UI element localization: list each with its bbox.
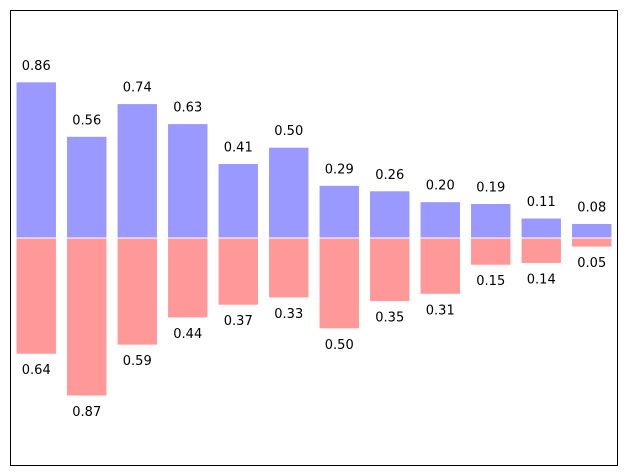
upper-value-label-0: 0.86 (22, 59, 51, 74)
upper-value-label-2: 0.74 (123, 81, 152, 96)
lower-value-label-4: 0.37 (224, 314, 253, 329)
upper-value-label-6: 0.29 (325, 162, 354, 177)
lower-bar-6 (318, 237, 360, 330)
lower-bar-11 (571, 237, 613, 248)
lower-bar-3 (167, 237, 209, 319)
upper-bar-6 (318, 184, 360, 239)
lower-bar-7 (369, 237, 411, 303)
lower-bar-2 (116, 237, 158, 346)
lower-value-label-1: 0.87 (72, 405, 101, 420)
upper-series-bars (15, 81, 613, 239)
upper-value-label-3: 0.63 (173, 101, 202, 116)
upper-bar-4 (217, 163, 259, 239)
lower-bar-9 (470, 237, 512, 266)
upper-value-label-11: 0.08 (577, 200, 606, 215)
upper-bar-5 (268, 146, 310, 239)
lower-bar-4 (217, 237, 259, 306)
lower-value-label-7: 0.35 (375, 311, 404, 326)
upper-value-label-4: 0.41 (224, 141, 253, 156)
upper-value-label-9: 0.19 (476, 180, 505, 195)
lower-bar-10 (520, 237, 562, 264)
lower-bar-8 (419, 237, 461, 295)
upper-series-labels: 0.86 0.56 0.74 0.63 0.41 0.50 0.29 0.26 0.20 0.19… (22, 59, 606, 216)
lower-value-label-8: 0.31 (426, 303, 455, 318)
lower-value-label-0: 0.64 (22, 363, 51, 378)
lower-value-label-3: 0.44 (173, 327, 202, 342)
lower-value-label-9: 0.15 (476, 274, 505, 289)
upper-bar-3 (167, 123, 209, 239)
upper-value-label-10: 0.11 (527, 195, 556, 210)
upper-bar-0 (15, 81, 57, 239)
lower-value-label-2: 0.59 (123, 354, 152, 369)
upper-value-label-1: 0.56 (72, 113, 101, 128)
upper-bar-11 (571, 222, 613, 239)
upper-value-label-7: 0.26 (375, 168, 404, 183)
lower-value-label-11: 0.05 (577, 256, 606, 271)
upper-bar-8 (419, 201, 461, 239)
upper-value-label-8: 0.20 (426, 179, 455, 194)
upper-bar-2 (116, 103, 158, 239)
lower-value-label-10: 0.14 (527, 272, 556, 287)
lower-value-label-6: 0.50 (325, 338, 354, 353)
upper-bar-10 (520, 217, 562, 239)
lower-value-label-5: 0.33 (274, 307, 303, 322)
upper-bar-1 (66, 135, 108, 239)
upper-value-label-5: 0.50 (274, 124, 303, 139)
lower-bar-0 (15, 237, 57, 355)
upper-bar-9 (470, 202, 512, 239)
lower-bar-1 (66, 237, 108, 397)
plot-frame (10, 10, 618, 466)
lower-series-labels: 0.64 0.87 0.59 0.44 0.37 0.33 0.50 0.35 0.31 0.15… (22, 256, 606, 420)
upper-bar-7 (369, 190, 411, 239)
lower-bar-5 (268, 237, 310, 299)
lower-series-bars (15, 237, 613, 397)
